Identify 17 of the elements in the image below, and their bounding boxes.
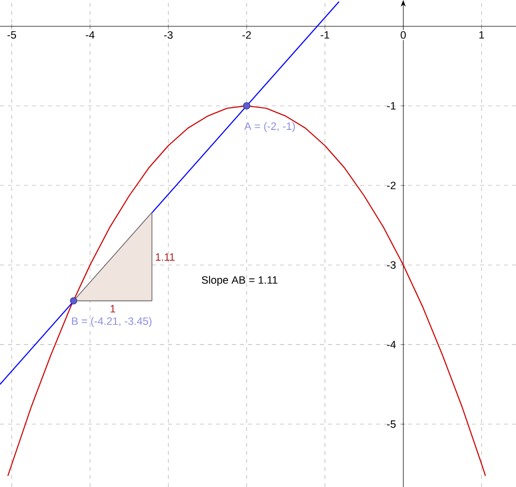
x-tick-label: -2 [242, 31, 251, 39]
y-tick-label: -3 [387, 261, 396, 269]
annotation: A = (-2, -1) [244, 122, 295, 132]
annotation: B = (-4.21, -3.45) [72, 317, 152, 328]
annotation: Slope AB = 1.11 [202, 276, 278, 286]
x-tick-label: -1 [320, 31, 330, 39]
x-tick-label: -3 [164, 31, 173, 39]
x-tick-label: 1 [479, 31, 484, 39]
x-tick-label: 0 [400, 31, 406, 39]
y-tick-label: -4 [387, 340, 396, 348]
annotation: 1 [110, 305, 116, 312]
y-tick-label: -5 [387, 420, 396, 428]
x-tick-label: -5 [7, 31, 16, 39]
y-tick-label: -1 [387, 102, 396, 110]
annotation: 1.11 [156, 253, 175, 261]
x-tick-label: -4 [86, 31, 94, 39]
y-tick-label: -2 [387, 182, 396, 190]
